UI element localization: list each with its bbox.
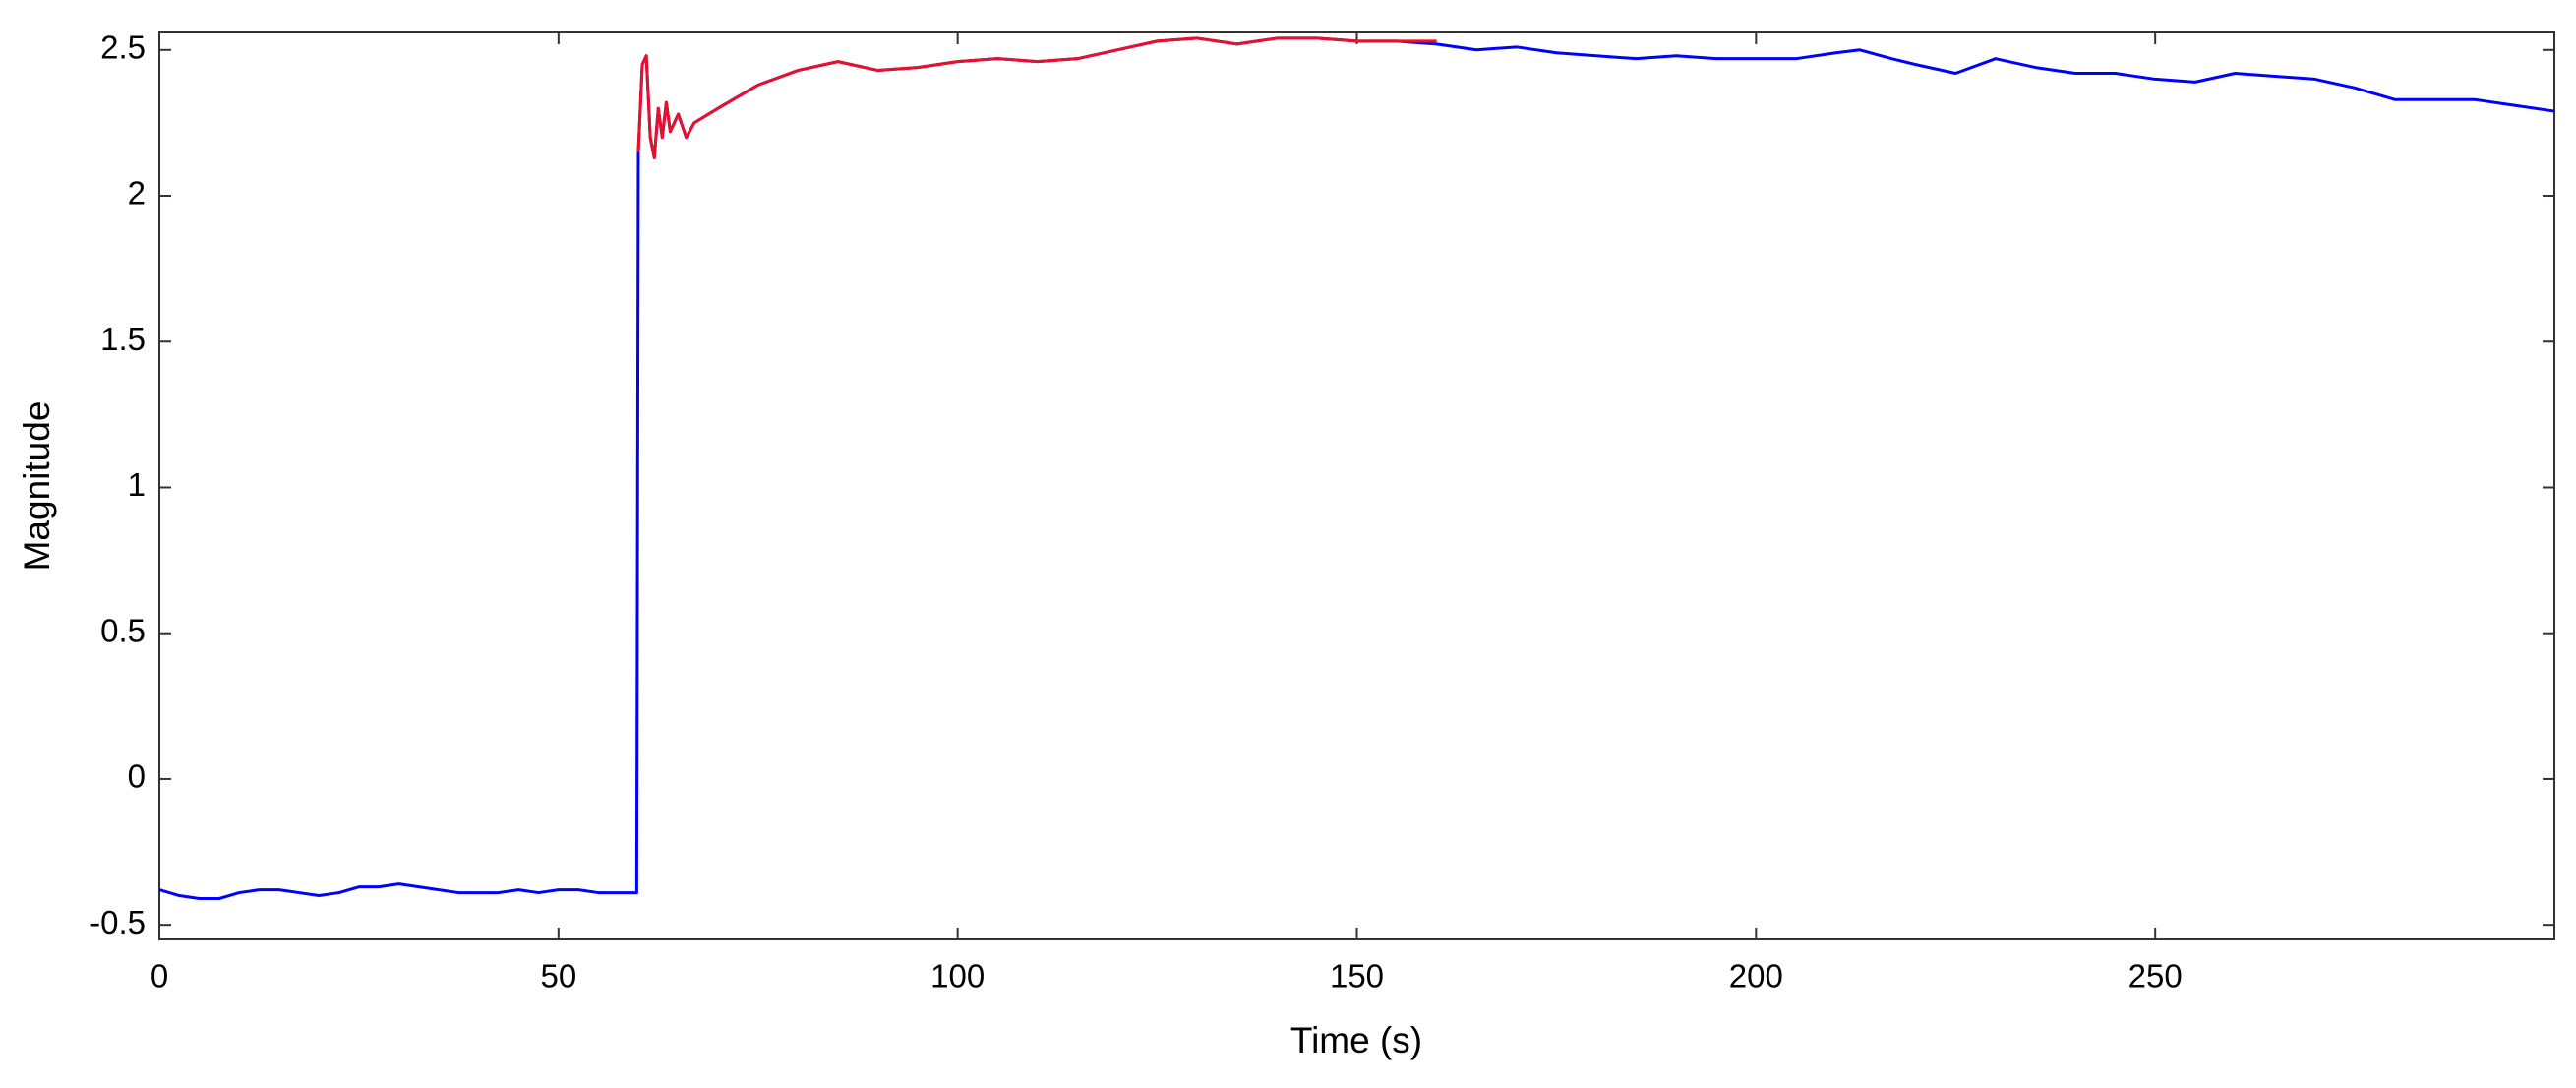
y-tick-label: 2	[128, 175, 146, 212]
y-tick-label: 1.5	[100, 321, 146, 357]
x-tick-label: 250	[2128, 958, 2183, 995]
x-tick-label: 0	[150, 958, 168, 995]
data-line	[636, 36, 1437, 159]
x-tick-label: 50	[540, 958, 576, 995]
y-tick-label: 1	[128, 466, 146, 503]
y-tick-label: 0.5	[100, 612, 146, 648]
x-tick-label: 200	[1729, 958, 1783, 995]
y-tick-label: 2.5	[100, 30, 146, 66]
x-tick-label: 100	[930, 958, 985, 995]
y-tick-label: -0.5	[90, 904, 146, 940]
y-axis-label: Magnitude	[17, 401, 57, 572]
x-axis-label: Time (s)	[1290, 1020, 1422, 1060]
y-tick-label: 0	[128, 758, 146, 795]
x-tick-label: 150	[1330, 958, 1384, 995]
plot-frame	[158, 31, 2555, 940]
